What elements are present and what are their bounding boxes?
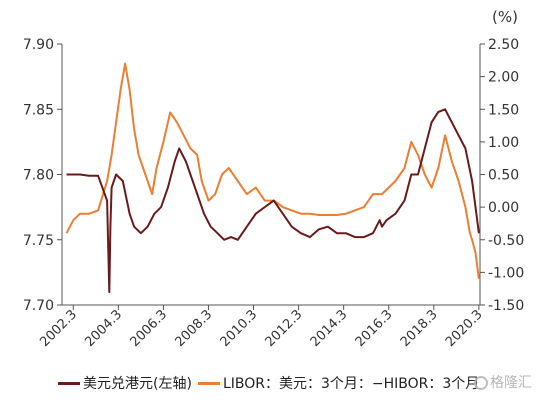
series-layer [65, 62, 480, 293]
right-tick-label: 0.00 [488, 200, 519, 216]
legend-item-libor-hibor: LIBOR：美元：3个月：−HIBOR：3个月 [197, 373, 480, 393]
legend-swatch-usd-hkd [58, 381, 80, 385]
right-tick-label: -1.50 [488, 298, 524, 314]
series-line-libor-hibor [65, 62, 480, 280]
right-tick-label: 1.00 [488, 135, 519, 151]
left-axis-ticks: 7.70 7.75 7.80 7.85 7.90 [23, 37, 62, 314]
left-tick-label: 7.85 [23, 102, 54, 118]
right-tick-label: 1.50 [488, 102, 519, 118]
left-tick-label: 7.90 [23, 37, 54, 53]
left-tick-label: 7.80 [23, 168, 54, 184]
legend-swatch-libor-hibor [197, 381, 220, 385]
right-tick-label: 2.00 [488, 70, 519, 86]
right-tick-label: -1.00 [488, 265, 524, 281]
x-axis-ticks: 2002.3 2004.3 2006.3 2008.3 2010.3 2012.3 2014… [37, 305, 486, 350]
x-tick-label: 2016.3 [353, 307, 396, 350]
series-line-usd-hkd [66, 108, 480, 293]
right-tick-label: 2.50 [488, 37, 519, 53]
x-tick-label: 2012.3 [263, 307, 306, 350]
x-tick-label: 2010.3 [218, 307, 261, 350]
legend-item-usd-hkd: 美元兑港元(左轴) [58, 373, 192, 393]
x-tick-label: 2004.3 [82, 307, 125, 350]
x-tick-label: 2008.3 [173, 307, 216, 350]
legend-label-usd-hkd: 美元兑港元(左轴) [83, 376, 192, 392]
x-tick-label: 2014.3 [308, 307, 351, 350]
right-axis-ticks: -1.50 -1.00 -0.50 0.00 0.50 1.00 1.50 2.00 2.50 [480, 37, 524, 314]
watermark-logo-icon [474, 376, 488, 390]
x-tick-label: 2006.3 [127, 307, 170, 350]
left-tick-label: 7.70 [23, 298, 54, 314]
watermark-text: 格隆汇 [490, 375, 532, 391]
legend-label-libor-hibor: LIBOR：美元：3个月：−HIBOR：3个月 [222, 376, 480, 392]
right-tick-label: 0.50 [488, 168, 519, 184]
watermark: 格隆汇 [474, 372, 532, 392]
left-tick-label: 7.75 [23, 233, 54, 249]
x-tick-label: 2020.3 [443, 307, 486, 350]
right-axis-unit-label: (%) [492, 8, 518, 26]
legend: 美元兑港元(左轴) LIBOR：美元：3个月：−HIBOR：3个月 [58, 372, 485, 394]
x-tick-label: 2018.3 [398, 307, 441, 350]
right-tick-label: -0.50 [488, 233, 524, 249]
